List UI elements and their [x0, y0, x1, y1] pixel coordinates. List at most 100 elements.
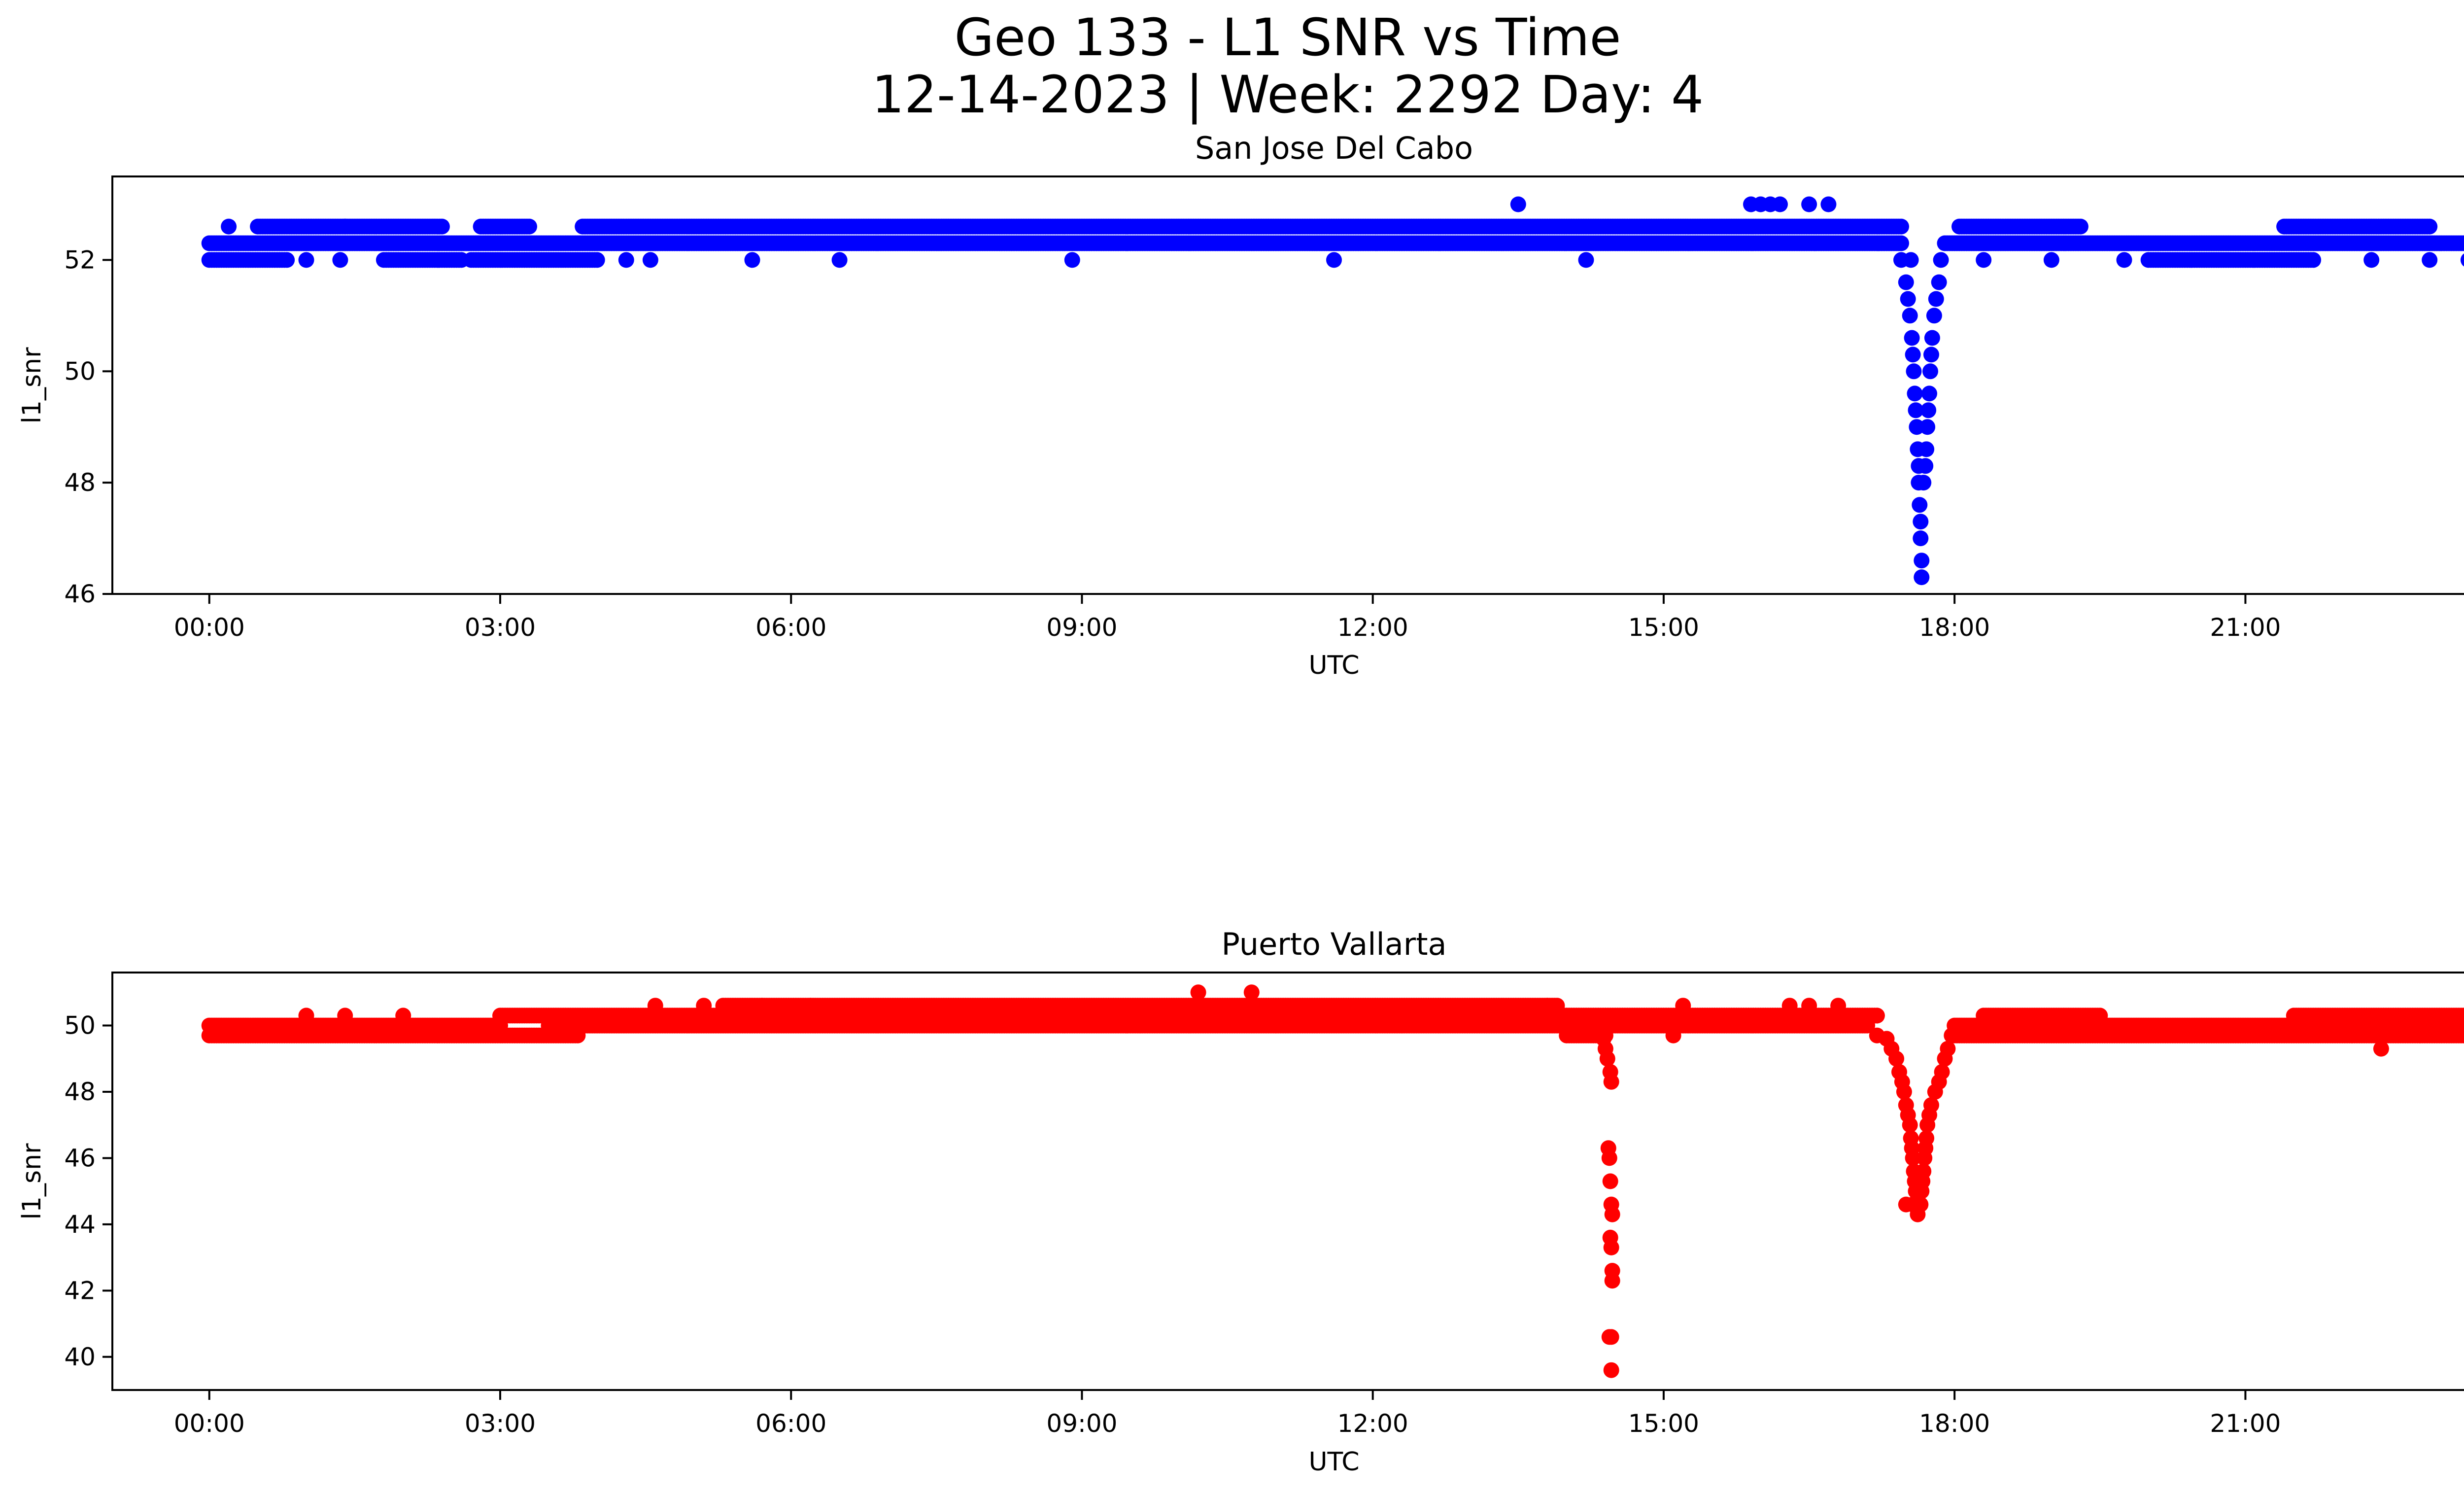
- data-point: [1893, 218, 1909, 235]
- data-point: [2373, 1041, 2389, 1057]
- data-point: [1918, 441, 1935, 457]
- data-point: [1510, 196, 1526, 212]
- san-jose-del-cabo-panel: San Jose Del Cabo 00:00 03:00 06:00 09:00 12…: [17, 130, 2464, 680]
- y-tick-label: 44: [64, 1210, 96, 1239]
- data-point: [1916, 475, 1932, 491]
- data-point: [1190, 984, 1206, 1001]
- data-point: [1772, 196, 1788, 212]
- data-point: [1898, 274, 1914, 290]
- data-point: [1888, 1050, 1905, 1067]
- data-point: [1820, 196, 1837, 212]
- panel-title: San Jose Del Cabo: [1195, 130, 1473, 166]
- data-point: [332, 252, 348, 268]
- data-point: [1539, 998, 1555, 1014]
- x-tick-label: 15:00: [1628, 1409, 1699, 1438]
- x-tick-label: 03:00: [465, 613, 536, 642]
- x-tick-label: 21:00: [2210, 1409, 2281, 1438]
- x-axis-label: UTC: [1308, 651, 1359, 680]
- data-point: [1917, 458, 1934, 474]
- data-point: [1801, 196, 1817, 212]
- data-point: [1893, 235, 1909, 251]
- data-point: [2043, 252, 2059, 268]
- x-tick-label: 09:00: [1046, 613, 1117, 642]
- x-tick-label: 15:00: [1628, 613, 1699, 642]
- data-point: [1923, 347, 1939, 363]
- data-point: [1926, 308, 1942, 324]
- data-point: [2072, 218, 2088, 235]
- data-point: [1933, 252, 1949, 268]
- data-point: [1601, 1150, 1617, 1166]
- data-point: [1603, 1329, 1619, 1345]
- figure-suptitle-line2: 12-14-2023 | Week: 2292 Day: 4: [872, 65, 1704, 125]
- puerto-vallarta-panel: Puerto Vallarta 00:00 03:00 06:00 09:00 12:0…: [17, 926, 2464, 1477]
- data-point: [642, 252, 658, 268]
- x-axis-ticks: 00:00 03:00 06:00 09:00 12:00 15:00 18:00 21:00…: [174, 1390, 2281, 1438]
- data-point: [1896, 1084, 1912, 1100]
- data-point: [1931, 274, 1947, 290]
- y-tick-label: 50: [64, 1011, 96, 1040]
- x-tick-label: 18:00: [1919, 613, 1990, 642]
- data-point: [1928, 291, 1944, 307]
- y-tick-label: 52: [64, 245, 96, 274]
- x-tick-label: 12:00: [1337, 613, 1408, 642]
- y-tick-label: 42: [64, 1276, 96, 1305]
- data-point: [221, 218, 237, 235]
- data-point: [987, 1017, 1003, 1034]
- x-tick-label: 12:00: [1337, 1409, 1408, 1438]
- y-axis-ticks: 46 48 50 52: [64, 245, 112, 608]
- data-point: [1830, 998, 1847, 1014]
- data-point: [1906, 363, 1922, 380]
- data-point: [1665, 1027, 1681, 1043]
- data-point: [802, 998, 819, 1014]
- data-point: [1922, 363, 1938, 380]
- x-tick-label: 03:00: [465, 1409, 536, 1438]
- data-point: [337, 1008, 353, 1024]
- data-point: [2344, 1027, 2360, 1043]
- data-point: [279, 252, 295, 268]
- data-point: [521, 218, 537, 235]
- data-point: [2092, 1008, 2108, 1024]
- x-tick-label: 00:00: [174, 613, 245, 642]
- data-point: [2460, 253, 2464, 267]
- data-point: [1902, 308, 1918, 324]
- data-point: [1268, 1017, 1284, 1034]
- data-point: [1905, 347, 1921, 363]
- data-point: [1913, 530, 1929, 547]
- x-tick-label: 18:00: [1919, 1409, 1990, 1438]
- data-point: [1599, 1050, 1615, 1067]
- data-point: [1064, 252, 1080, 268]
- data-point: [1976, 252, 1992, 268]
- data-point: [696, 998, 712, 1014]
- x-tick-label: 06:00: [755, 1409, 826, 1438]
- data-point: [1578, 252, 1594, 268]
- data-point: [1923, 1097, 1939, 1113]
- x-axis-ticks: 00:00 03:00 06:00 09:00 12:00 15:00 18:00 21:00…: [174, 594, 2281, 642]
- data-point: [1920, 402, 1937, 418]
- figure-suptitle-line1: Geo 133 - L1 SNR vs Time: [954, 7, 1621, 68]
- data-point: [1132, 1017, 1148, 1034]
- data-point: [1912, 497, 1928, 513]
- data-point: [1675, 998, 1691, 1014]
- y-axis-label: l1_snr: [17, 1143, 47, 1220]
- data-point: [1924, 330, 1940, 346]
- y-axis-ticks: 40 42 44 46 48 50: [64, 1011, 112, 1371]
- data-point: [1907, 385, 1923, 402]
- x-tick-label: 09:00: [1046, 1409, 1117, 1438]
- data-point: [1934, 1064, 1950, 1080]
- x-axis-label: UTC: [1308, 1447, 1359, 1477]
- x-tick-label: 21:00: [2210, 613, 2281, 642]
- y-tick-label: 50: [64, 357, 96, 385]
- data-point: [2305, 252, 2322, 268]
- data-point: [434, 218, 450, 235]
- data-point: [1914, 553, 1930, 569]
- data-point: [298, 252, 314, 268]
- y-tick-label: 40: [64, 1343, 96, 1371]
- data-point: [744, 252, 760, 268]
- x-tick-label: 00:00: [174, 1409, 245, 1438]
- data-point: [1940, 1041, 1956, 1057]
- data-point: [1801, 998, 1817, 1014]
- data-point: [1900, 291, 1916, 307]
- data-point: [1394, 1017, 1410, 1034]
- data-point: [2363, 252, 2380, 268]
- y-tick-label: 46: [64, 580, 96, 608]
